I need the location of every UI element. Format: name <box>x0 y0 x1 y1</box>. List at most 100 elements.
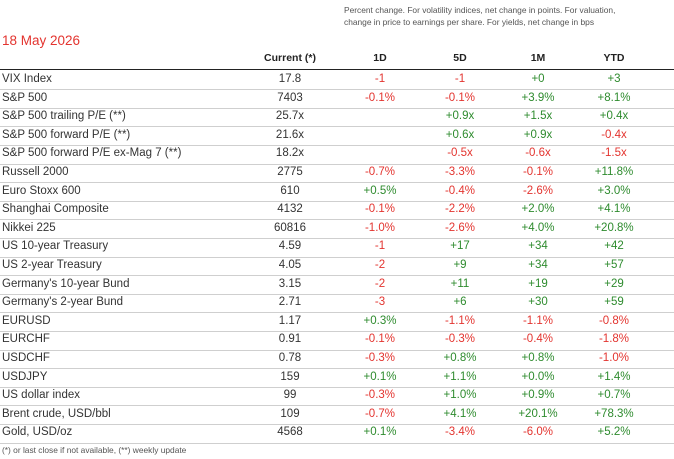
row-1m-change: -0.4% <box>522 333 554 346</box>
row-name: USDCHF <box>2 352 50 364</box>
table-row: Germany's 10-year Bund 3.15 -2 +11 +19 +29 <box>0 276 674 295</box>
row-1d-change: -0.1% <box>364 91 396 104</box>
table-row: S&P 500 trailing P/E (**) 25.7x +0.9x +1.5x… <box>0 108 674 128</box>
row-5d-change: +4.1% <box>443 407 477 420</box>
row-5d-change: -1 <box>454 73 466 85</box>
row-1d-change: -1 <box>374 240 386 253</box>
row-current: 60816 <box>274 221 306 234</box>
row-name: Shanghai Composite <box>2 203 109 216</box>
row-5d-change: +11 <box>450 277 470 290</box>
row-5d-change: -2.6% <box>444 221 476 234</box>
table-row: Gold, USD/oz 4568 +0.1% -3.4% -6.0% +5.2% <box>0 424 674 444</box>
row-ytd-change: -1.8% <box>598 333 630 346</box>
row-name: Germany's 2-year Bund <box>2 296 124 309</box>
row-name: Euro Stoxx 600 <box>2 184 81 197</box>
row-ytd-change: +59 <box>604 296 624 309</box>
table-row: US 10-year Treasury 4.59 -1 +17 +34 +42 <box>0 238 674 258</box>
table-row: Russell 2000 2775 -0.7% -3.3% -0.1% +11.8% <box>0 164 674 184</box>
row-1d-change: +0.5% <box>363 184 397 197</box>
row-1m-change: +0.9x <box>523 128 553 141</box>
row-1m-change: +0.8% <box>521 352 555 364</box>
row-5d-change: +6 <box>453 296 467 309</box>
row-current: 21.6x <box>275 128 305 141</box>
row-1m-change: -2.6% <box>522 184 554 197</box>
row-name: S&P 500 forward P/E ex-Mag 7 (**) <box>2 147 182 160</box>
row-5d-change: -0.3% <box>444 333 476 346</box>
row-5d-change: +9 <box>453 259 467 271</box>
row-1m-change: +19 <box>528 277 548 290</box>
row-1d-change: +0.1% <box>363 426 397 439</box>
row-1m-change: -0.6x <box>525 147 551 160</box>
row-1m-change: +0.9% <box>521 389 555 402</box>
row-5d-change: +0.6x <box>445 128 475 141</box>
row-ytd-change: +0.4x <box>599 110 629 123</box>
table-row: USDJPY 159 +0.1% +1.1% +0.0% +1.4% <box>0 369 674 388</box>
row-1m-change: +1.5x <box>523 110 553 123</box>
row-current: 0.78 <box>278 352 302 364</box>
row-5d-change: -3.3% <box>444 166 476 178</box>
table-header: Current (*) 1D 5D 1M YTD <box>0 49 674 70</box>
row-current: 18.2x <box>275 147 305 160</box>
row-current: 1.17 <box>278 314 302 327</box>
row-1m-change: -6.0% <box>522 426 554 439</box>
row-1m-change: +34 <box>528 240 548 253</box>
row-1d-change: -0.7% <box>364 166 396 178</box>
row-name: EURCHF <box>2 333 50 346</box>
table-row: VIX Index 17.8 -1 -1 +0 +3 <box>0 71 674 91</box>
row-1m-change: +3.9% <box>521 91 555 104</box>
row-name: Russell 2000 <box>2 166 69 178</box>
row-1d-change: -1 <box>374 73 386 85</box>
row-ytd-change: +1.4% <box>597 370 631 383</box>
row-1d-change: -3 <box>374 296 386 309</box>
row-1m-change: -0.1% <box>522 166 554 178</box>
row-5d-change: +1.0% <box>443 389 477 402</box>
table-row: Shanghai Composite 4132 -0.1% -2.2% +2.0% +4.… <box>0 201 674 221</box>
row-current: 109 <box>280 407 300 420</box>
table-row: Brent crude, USD/bbl 109 -0.7% +4.1% +20.1% +… <box>0 406 674 426</box>
row-1d-change: -2 <box>374 259 386 271</box>
table-row: US 2-year Treasury 4.05 -2 +9 +34 +57 <box>0 257 674 277</box>
column-header-5d: 5D <box>453 52 467 64</box>
row-current: 0.91 <box>278 333 302 346</box>
row-ytd-change: -0.4x <box>601 128 627 141</box>
row-current: 99 <box>283 389 297 402</box>
row-name: US 10-year Treasury <box>2 240 109 253</box>
table-row: S&P 500 forward P/E ex-Mag 7 (**) 18.2x -0… <box>0 145 674 165</box>
row-5d-change: -0.5x <box>447 147 473 160</box>
table-row: EURCHF 0.91 -0.1% -0.3% -0.4% -1.8% <box>0 331 674 351</box>
row-5d-change: -2.2% <box>444 203 476 216</box>
row-current: 2.71 <box>278 296 302 309</box>
row-5d-change: +1.1% <box>443 370 477 383</box>
row-1d-change: -0.1% <box>364 203 396 216</box>
row-1d-change: +0.1% <box>363 370 397 383</box>
row-current: 3.15 <box>278 277 302 290</box>
row-name: S&P 500 trailing P/E (**) <box>2 110 126 123</box>
table-row: US dollar index 99 -0.3% +1.0% +0.9% +0.7% <box>0 387 674 407</box>
row-current: 4.05 <box>278 259 302 271</box>
row-current: 25.7x <box>275 110 305 123</box>
row-name: S&P 500 forward P/E (**) <box>2 128 131 141</box>
row-name: Nikkei 225 <box>2 221 56 234</box>
row-current: 4568 <box>277 426 303 439</box>
row-1m-change: +20.1% <box>518 407 558 420</box>
row-1m-change: +4.0% <box>521 221 555 234</box>
row-1d-change: -0.3% <box>364 352 396 364</box>
row-5d-change: +0.9x <box>445 110 475 123</box>
row-1d-change: -0.3% <box>364 389 396 402</box>
row-name: EURUSD <box>2 314 51 327</box>
row-ytd-change: +20.8% <box>594 221 634 234</box>
row-ytd-change: -1.5x <box>601 147 627 160</box>
row-current: 7403 <box>277 91 303 104</box>
row-name: Brent crude, USD/bbl <box>2 407 111 420</box>
header-note: Percent change. For volatility indices, … <box>344 5 616 27</box>
row-1d-change: +0.3% <box>363 314 397 327</box>
row-5d-change: -0.1% <box>444 91 476 104</box>
row-ytd-change: +3.0% <box>597 184 631 197</box>
row-current: 17.8 <box>278 73 302 85</box>
row-5d-change: -1.1% <box>444 314 476 327</box>
row-1m-change: +30 <box>528 296 548 309</box>
table-row: USDCHF 0.78 -0.3% +0.8% +0.8% -1.0% <box>0 350 674 370</box>
table-row: Germany's 2-year Bund 2.71 -3 +6 +30 +59 <box>0 294 674 314</box>
row-5d-change: +17 <box>450 240 470 253</box>
row-1m-change: +2.0% <box>521 203 555 216</box>
